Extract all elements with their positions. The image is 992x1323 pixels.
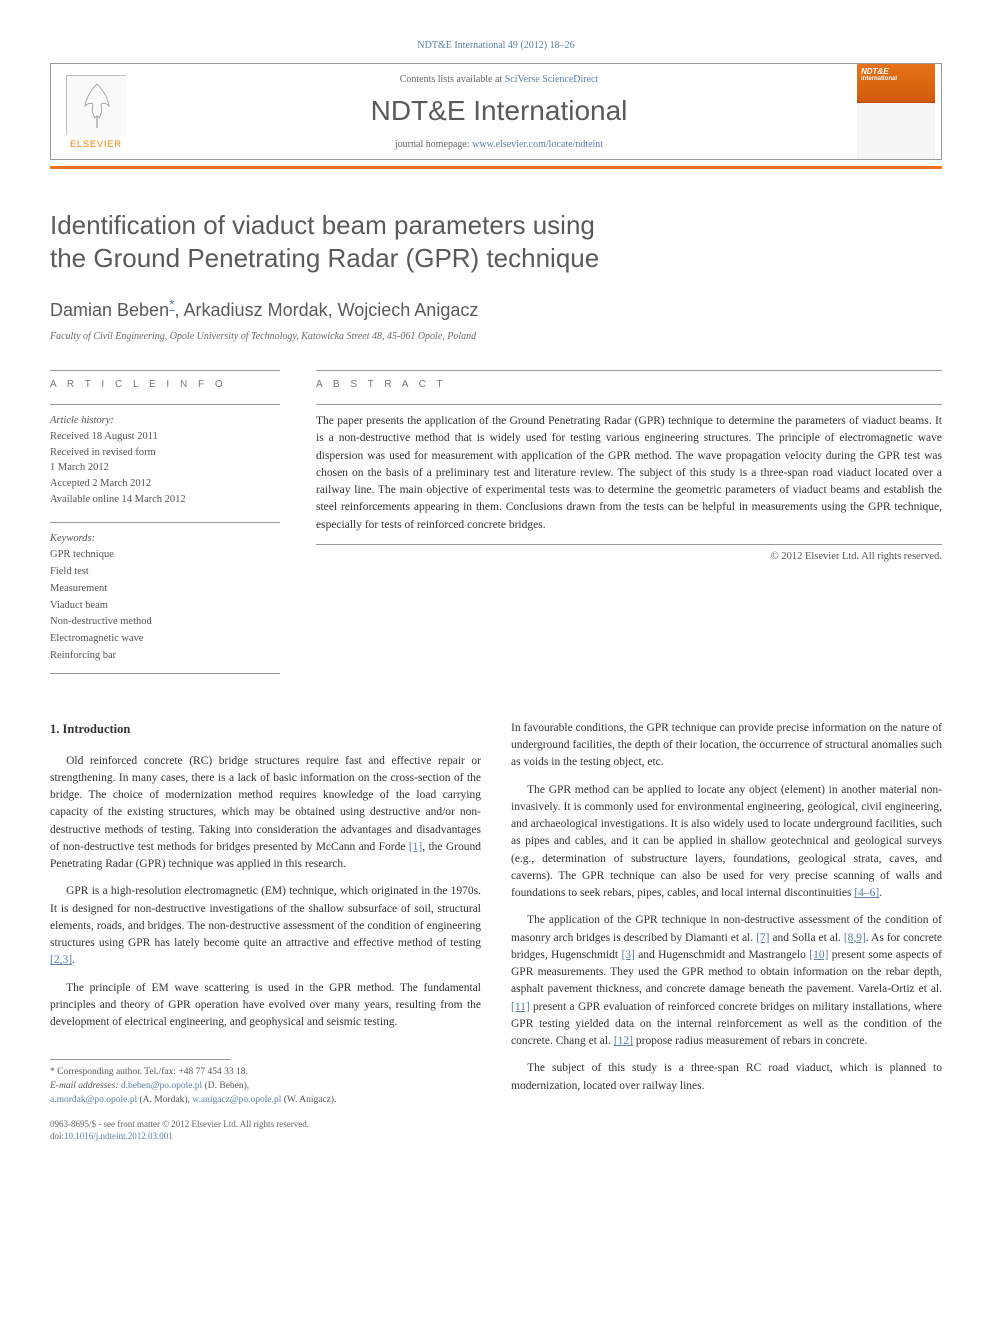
contents-prefix: Contents lists available at: [400, 74, 505, 85]
keyword-5: Non-destructive method: [50, 616, 152, 627]
article-title: Identification of viaduct beam parameter…: [50, 209, 942, 274]
cover-title-area: NDT&E international: [857, 64, 935, 102]
abstract-column: A B S T R A C T The paper presents the a…: [316, 370, 942, 674]
keywords-block: Keywords: GPR technique Field test Measu…: [50, 522, 280, 674]
right-p3: The application of the GPR technique in …: [511, 912, 942, 1050]
doi-line: doi:10.1016/j.ndteint.2012.03.001: [50, 1130, 481, 1143]
cover-subtitle: international: [861, 76, 931, 82]
ref-12[interactable]: [12]: [614, 1035, 633, 1047]
keyword-1: GPR technique: [50, 549, 114, 560]
footer-meta: 0963-8695/$ - see front matter © 2012 El…: [50, 1118, 481, 1143]
author-1: Damian Beben: [50, 300, 169, 320]
ref-8-9[interactable]: [8,9]: [844, 932, 866, 944]
ref-11[interactable]: [11]: [511, 1001, 530, 1013]
affiliation: Faculty of Civil Engineering, Opole Univ…: [50, 331, 942, 342]
sciencedirect-link[interactable]: SciVerse ScienceDirect: [505, 74, 599, 85]
email-1[interactable]: d.beben@po.opole.pl: [121, 1081, 202, 1091]
body-two-column: 1. Introduction Old reinforced concrete …: [50, 720, 942, 1143]
footnotes: * Corresponding author. Tel./fax: +48 77…: [50, 1066, 481, 1107]
keyword-4: Viaduct beam: [50, 600, 108, 611]
ref-10[interactable]: [10]: [809, 949, 828, 961]
journal-title: NDT&E International: [151, 95, 847, 127]
history-online: Available online 14 March 2012: [50, 494, 186, 505]
right-column: In favourable conditions, the GPR techni…: [511, 720, 942, 1143]
ref-2-3[interactable]: [2,3]: [50, 954, 72, 966]
elsevier-wordmark: ELSEVIER: [70, 139, 122, 149]
author-rest: , Arkadiusz Mordak, Wojciech Anigacz: [175, 300, 479, 320]
ref-3[interactable]: [3]: [621, 949, 634, 961]
keyword-6: Electromagnetic wave: [50, 633, 144, 644]
page-container: NDT&E International 49 (2012) 18–26 ELSE…: [0, 0, 992, 1183]
keywords-heading: Keywords:: [50, 533, 95, 544]
journal-header: ELSEVIER Contents lists available at Sci…: [50, 63, 942, 160]
right-p1: In favourable conditions, the GPR techni…: [511, 720, 942, 772]
email-label: E-mail addresses:: [50, 1081, 121, 1091]
right-p4: The subject of this study is a three-spa…: [511, 1060, 942, 1095]
history-accepted: Accepted 2 March 2012: [50, 478, 151, 489]
intro-p1: Old reinforced concrete (RC) bridge stru…: [50, 753, 481, 874]
ref-1[interactable]: [1]: [409, 841, 422, 853]
article-info-column: A R T I C L E I N F O Article history: R…: [50, 370, 280, 674]
journal-cover-thumb: NDT&E international: [857, 64, 935, 159]
elsevier-logo: ELSEVIER: [51, 64, 141, 159]
title-line-1: Identification of viaduct beam parameter…: [50, 210, 595, 240]
right-p2: The GPR method can be applied to locate …: [511, 782, 942, 903]
email-3[interactable]: w.anigacz@po.opole.pl: [192, 1095, 281, 1105]
abstract-label: A B S T R A C T: [316, 370, 942, 390]
email-2[interactable]: a.mordak@po.opole.pl: [50, 1095, 137, 1105]
doi-link[interactable]: 10.1016/j.ndteint.2012.03.001: [64, 1131, 173, 1141]
keyword-3: Measurement: [50, 583, 107, 594]
article-history: Article history: Received 18 August 2011…: [50, 404, 280, 508]
cover-body: [857, 102, 935, 159]
history-revised-2: 1 March 2012: [50, 462, 109, 473]
left-column: 1. Introduction Old reinforced concrete …: [50, 720, 481, 1143]
homepage-link[interactable]: www.elsevier.com/locate/ndteint: [472, 139, 603, 150]
keyword-7: Reinforcing bar: [50, 650, 116, 661]
history-received: Received 18 August 2011: [50, 431, 158, 442]
intro-p2: GPR is a high-resolution electromagnetic…: [50, 883, 481, 969]
header-center: Contents lists available at SciVerse Sci…: [141, 66, 857, 158]
title-line-2: the Ground Penetrating Radar (GPR) techn…: [50, 243, 599, 273]
author-list: Damian Beben*, Arkadiusz Mordak, Wojciec…: [50, 296, 942, 321]
footnote-divider: [50, 1059, 231, 1060]
orange-divider: [50, 166, 942, 169]
history-revised-1: Received in revised form: [50, 447, 156, 458]
ref-4-6[interactable]: [4–6]: [854, 887, 879, 899]
journal-homepage-line: journal homepage: www.elsevier.com/locat…: [151, 139, 847, 150]
citation-line: NDT&E International 49 (2012) 18–26: [50, 40, 942, 51]
elsevier-tree-icon: [66, 75, 126, 135]
issn-copyright: 0963-8695/$ - see front matter © 2012 El…: [50, 1118, 481, 1131]
corresponding-author-note: * Corresponding author. Tel./fax: +48 77…: [50, 1066, 481, 1080]
section-1-heading: 1. Introduction: [50, 720, 481, 739]
copyright-line: © 2012 Elsevier Ltd. All rights reserved…: [316, 551, 942, 562]
history-heading: Article history:: [50, 415, 114, 426]
homepage-prefix: journal homepage:: [395, 139, 472, 150]
email-addresses: E-mail addresses: d.beben@po.opole.pl (D…: [50, 1080, 481, 1108]
article-info-label: A R T I C L E I N F O: [50, 370, 280, 390]
cover-title: NDT&E: [861, 67, 889, 76]
keyword-2: Field test: [50, 566, 89, 577]
contents-available-line: Contents lists available at SciVerse Sci…: [151, 74, 847, 85]
intro-p3: The principle of EM wave scattering is u…: [50, 980, 481, 1032]
meta-abstract-row: A R T I C L E I N F O Article history: R…: [50, 370, 942, 674]
ref-7[interactable]: [7]: [756, 932, 769, 944]
abstract-text: The paper presents the application of th…: [316, 404, 942, 545]
